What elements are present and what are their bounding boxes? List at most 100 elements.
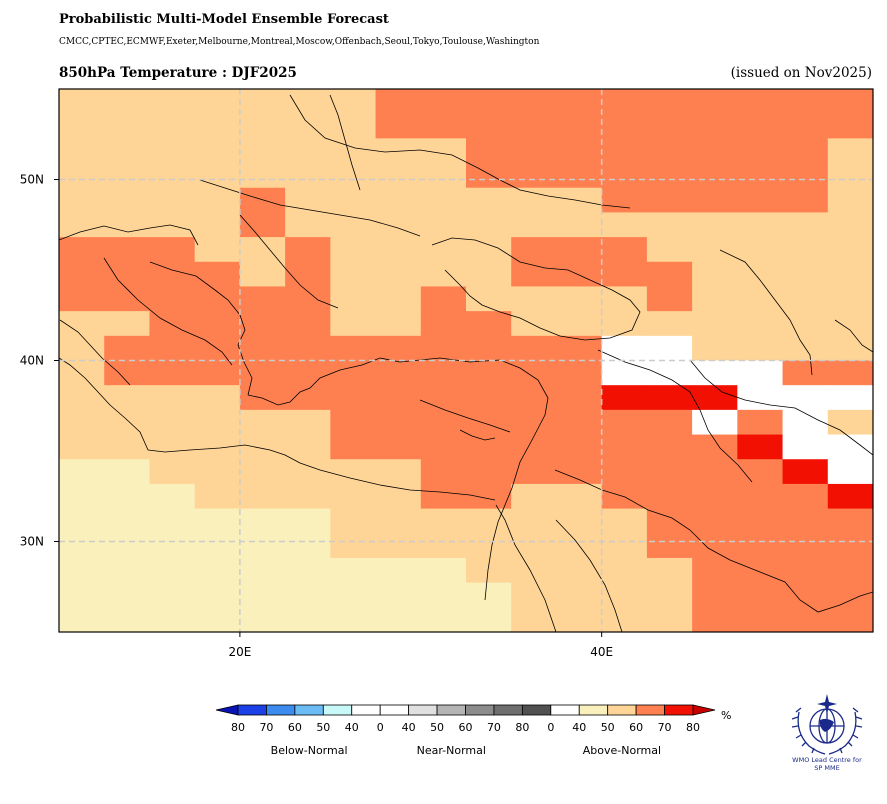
longitude-axis: 20E 40E xyxy=(228,632,613,659)
grid-cell xyxy=(782,89,829,115)
grid-cell xyxy=(511,459,557,485)
grid-cell xyxy=(149,89,196,115)
grid-cell xyxy=(285,261,331,287)
wmo-logo-caption: WMO Lead Centre for SP MME xyxy=(782,756,872,772)
grid-cell xyxy=(827,286,873,312)
colorbar-tick-label: 50 xyxy=(430,721,444,734)
grid-cell xyxy=(420,508,467,534)
grid-cell xyxy=(466,89,512,115)
grid-cell xyxy=(420,483,467,510)
colorbar-swatch xyxy=(465,704,495,716)
colorbar-tick-label: 60 xyxy=(629,721,643,734)
grid-cell xyxy=(375,237,422,263)
grid-cell xyxy=(104,557,150,584)
grid-cell xyxy=(330,483,377,510)
grid-cell xyxy=(59,459,105,485)
grid-cell xyxy=(556,187,603,213)
grid-cell xyxy=(420,582,467,608)
colorbar-tick-label: 60 xyxy=(288,721,302,734)
grid-cell xyxy=(59,187,105,213)
grid-cell xyxy=(239,335,286,361)
grid-cell xyxy=(827,483,873,510)
grid-cell xyxy=(466,113,512,139)
grid-cell xyxy=(330,311,377,337)
grid-cell xyxy=(601,533,648,559)
grid-cell xyxy=(466,409,512,436)
grid-cell xyxy=(330,187,377,213)
grid-cell xyxy=(466,508,512,534)
grid-cell xyxy=(782,187,829,213)
chart-title: Probabilistic Multi-Model Ensemble Forec… xyxy=(59,12,389,27)
grid-cell xyxy=(239,409,286,436)
grid-cell xyxy=(104,459,150,485)
grid-cell xyxy=(285,89,331,115)
grid-cell xyxy=(466,459,512,485)
grid-cell xyxy=(827,212,873,238)
grid-cell xyxy=(556,557,603,584)
grid-cell xyxy=(194,113,241,139)
grid-cell xyxy=(646,261,693,287)
grid-cell xyxy=(692,261,738,287)
colorbar-tick-label: 80 xyxy=(686,721,700,734)
grid-cell xyxy=(149,335,196,361)
grid-cell xyxy=(59,409,105,436)
grid-cell xyxy=(782,212,829,238)
grid-cell xyxy=(59,138,105,164)
grid-cell xyxy=(737,163,784,189)
grid-cell xyxy=(194,557,241,584)
grid-cell xyxy=(511,508,557,534)
colorbar-swatch xyxy=(408,704,438,716)
grid-cell xyxy=(194,508,241,534)
grid-cell xyxy=(646,138,693,164)
grid-cell xyxy=(556,335,603,361)
grid-cell xyxy=(104,582,150,608)
grid-cell xyxy=(420,360,467,386)
lat-tick-label: 30N xyxy=(20,535,44,549)
grid-cell xyxy=(285,335,331,361)
grid-cell xyxy=(59,311,105,337)
grid-cell xyxy=(601,212,648,238)
grid-cell xyxy=(782,163,829,189)
grid-cell xyxy=(646,237,693,263)
grid-cell xyxy=(556,212,603,238)
grid-cell xyxy=(285,113,331,139)
grid-cell xyxy=(285,187,331,213)
grid-cell xyxy=(646,459,693,485)
grid-cell xyxy=(330,113,377,139)
grid-cell xyxy=(737,335,784,361)
grid-cell xyxy=(782,409,829,436)
grid-cell xyxy=(59,434,105,460)
grid-cell xyxy=(420,533,467,559)
grid-cell xyxy=(59,533,105,559)
grid-cell xyxy=(149,212,196,238)
grid-cell xyxy=(194,286,241,312)
lon-tick-label: 20E xyxy=(228,645,251,659)
grid-cell xyxy=(827,360,873,386)
grid-cell xyxy=(556,138,603,164)
grid-cell xyxy=(59,286,105,312)
grid-cell xyxy=(601,335,648,361)
grid-cell xyxy=(737,212,784,238)
grid-cell xyxy=(285,409,331,436)
grid-cell xyxy=(420,212,467,238)
grid-cell xyxy=(827,237,873,263)
colorbar-tick-label: 40 xyxy=(402,721,416,734)
grid-cell xyxy=(375,187,422,213)
grid-cell xyxy=(194,163,241,189)
colorbar-unit: % xyxy=(721,709,731,722)
grid-cell xyxy=(692,360,738,386)
grid-cell xyxy=(466,261,512,287)
grid-cell xyxy=(466,607,512,632)
colorbar-tick-label: 60 xyxy=(459,721,473,734)
grid-cell xyxy=(149,187,196,213)
grid-cell xyxy=(330,459,377,485)
grid-cell xyxy=(827,113,873,139)
colorbar-swatch xyxy=(635,704,665,716)
colorbar-swatch xyxy=(664,704,694,716)
grid-cell xyxy=(420,459,467,485)
grid-cell xyxy=(239,385,286,411)
grid-cell xyxy=(466,163,512,189)
grid-cell xyxy=(782,434,829,460)
grid-cell xyxy=(737,187,784,213)
grid-cell xyxy=(149,483,196,510)
